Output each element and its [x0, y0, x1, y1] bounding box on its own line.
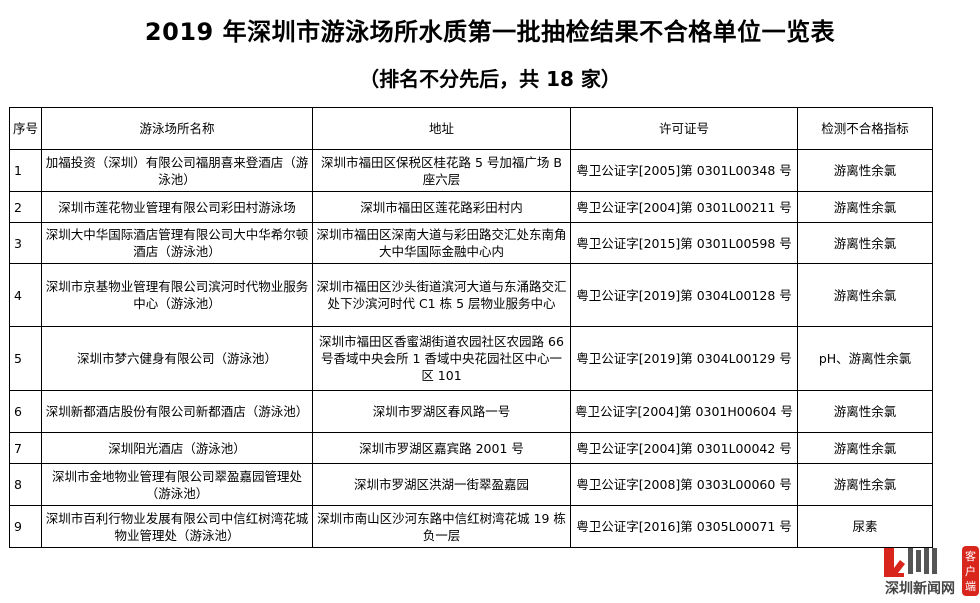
row-number: 1 — [9, 149, 42, 192]
failed-item: 游离性余氯 — [797, 149, 933, 192]
license-number: 粤卫公证字[2015]第 0301L00598 号 — [570, 222, 798, 264]
header-name: 游泳场所名称 — [41, 107, 313, 150]
pool-name: 深圳新都酒店股份有限公司新都酒店（游泳池） — [41, 390, 313, 433]
table-row: 3 深圳大中华国际酒店管理有限公司大中华希尔顿酒店（游泳池） 深圳市福田区深南大道与… — [9, 222, 933, 264]
failed-item: 尿素 — [797, 505, 933, 548]
page-title: 2019 年深圳市游泳场所水质第一批抽检结果不合格单位一览表 — [144, 18, 836, 46]
shenzhen-news-logo-icon: 深圳新闻网 客 户 端 — [884, 546, 979, 597]
pool-name: 深圳大中华国际酒店管理有限公司大中华希尔顿酒店（游泳池） — [41, 222, 313, 264]
pool-address: 深圳市南山区沙河东路中信红树湾花城 19 栋负一层 — [312, 505, 571, 548]
license-number: 粤卫公证字[2004]第 0301L00211 号 — [570, 191, 798, 223]
svg-text:户: 户 — [965, 564, 976, 578]
license-number: 粤卫公证字[2019]第 0304L00128 号 — [570, 263, 798, 327]
pool-name: 深圳市梦六健身有限公司（游泳池） — [41, 326, 313, 391]
table-row: 1 加福投资（深圳）有限公司福朋喜来登酒店（游泳池） 深圳市福田区保税区桂花路 5 … — [9, 149, 933, 192]
failed-item: 游离性余氯 — [797, 432, 933, 464]
failed-item: 游离性余氯 — [797, 222, 933, 264]
pool-address: 深圳市罗湖区洪湖一街翠盈嘉园 — [312, 463, 571, 506]
pool-address: 深圳市罗湖区春风路一号 — [312, 390, 571, 433]
table-row: 8 深圳市金地物业管理有限公司翠盈嘉园管理处（游泳池） 深圳市罗湖区洪湖一街翠盈嘉园… — [9, 463, 933, 506]
failed-item: 游离性余氯 — [797, 390, 933, 433]
row-number: 7 — [9, 432, 42, 464]
pool-address: 深圳市福田区保税区桂花路 5 号加福广场 B 座六层 — [312, 149, 571, 192]
pool-name: 深圳市百利行物业发展有限公司中信红树湾花城物业管理处（游泳池） — [41, 505, 313, 548]
license-number: 粤卫公证字[2004]第 0301H00604 号 — [570, 390, 798, 433]
header-item: 检测不合格指标 — [797, 107, 933, 150]
pool-address: 深圳市福田区莲花路彩田村内 — [312, 191, 571, 223]
pool-name: 加福投资（深圳）有限公司福朋喜来登酒店（游泳池） — [41, 149, 313, 192]
table-row: 2 深圳市莲花物业管理有限公司彩田村游泳场 深圳市福田区莲花路彩田村内 粤卫公证字[2… — [9, 191, 933, 223]
table-row: 9 深圳市百利行物业发展有限公司中信红树湾花城物业管理处（游泳池） 深圳市南山区沙河… — [9, 505, 933, 548]
watermark-logo: 深圳新闻网 客 户 端 — [880, 546, 980, 599]
table-header-row: 序号 游泳场所名称 地址 许可证号 检测不合格指标 — [9, 107, 933, 150]
license-number: 粤卫公证字[2004]第 0301L00042 号 — [570, 432, 798, 464]
license-number: 粤卫公证字[2019]第 0304L00129 号 — [570, 326, 798, 391]
table-row: 7 深圳阳光酒店（游泳池） 深圳市罗湖区嘉宾路 2001 号粤卫公证字[2004]第… — [9, 432, 933, 464]
pool-name: 深圳阳光酒店（游泳池） — [41, 432, 313, 464]
pool-name: 深圳市京基物业管理有限公司滨河时代物业服务中心（游泳池） — [41, 263, 313, 327]
row-number: 8 — [9, 463, 42, 506]
pool-name: 深圳市金地物业管理有限公司翠盈嘉园管理处（游泳池） — [41, 463, 313, 506]
license-number: 粤卫公证字[2008]第 0303L00060 号 — [570, 463, 798, 506]
row-number: 6 — [9, 390, 42, 433]
license-number: 粤卫公证字[2016]第 0305L00071 号 — [570, 505, 798, 548]
svg-text:深圳新闻网: 深圳新闻网 — [885, 580, 955, 597]
row-number: 5 — [9, 326, 42, 391]
header-address: 地址 — [312, 107, 571, 150]
failed-item: 游离性余氯 — [797, 263, 933, 327]
row-number: 4 — [9, 263, 42, 327]
row-number: 9 — [9, 505, 42, 548]
license-number: 粤卫公证字[2005]第 0301L00348 号 — [570, 149, 798, 192]
pool-address: 深圳市福田区沙头街道滨河大道与东涌路交汇处下沙滨河时代 C1 栋 5 层物业服务… — [312, 263, 571, 327]
results-table: 序号 游泳场所名称 地址 许可证号 检测不合格指标 1 加福投资（深圳）有限公司福… — [9, 107, 933, 548]
table-row: 4 深圳市京基物业管理有限公司滨河时代物业服务中心（游泳池） 深圳市福田区沙头街道滨… — [9, 263, 933, 327]
header-no: 序号 — [9, 107, 42, 150]
pool-address: 深圳市福田区香蜜湖街道农园社区农园路 66 号香域中央会所 1 香域中央花园社区… — [312, 326, 571, 391]
svg-text:客: 客 — [965, 549, 976, 563]
table-row: 5 深圳市梦六健身有限公司（游泳池） 深圳市福田区香蜜湖街道农园社区农园路 66 号… — [9, 326, 933, 391]
row-number: 2 — [9, 191, 42, 223]
page-subtitle: （排名不分先后，共 18 家） — [359, 67, 621, 91]
failed-item: 游离性余氯 — [797, 191, 933, 223]
header-license: 许可证号 — [570, 107, 798, 150]
table-row: 6 深圳新都酒店股份有限公司新都酒店（游泳池） 深圳市罗湖区春风路一号 粤卫公证字[2… — [9, 390, 933, 433]
pool-address: 深圳市福田区深南大道与彩田路交汇处东南角大中华国际金融中心内 — [312, 222, 571, 264]
pool-address: 深圳市罗湖区嘉宾路 2001 号 — [312, 432, 571, 464]
failed-item: 游离性余氯 — [797, 463, 933, 506]
pool-name: 深圳市莲花物业管理有限公司彩田村游泳场 — [41, 191, 313, 223]
row-number: 3 — [9, 222, 42, 264]
failed-item: pH、游离性余氯 — [797, 326, 933, 391]
svg-text:端: 端 — [965, 580, 976, 593]
